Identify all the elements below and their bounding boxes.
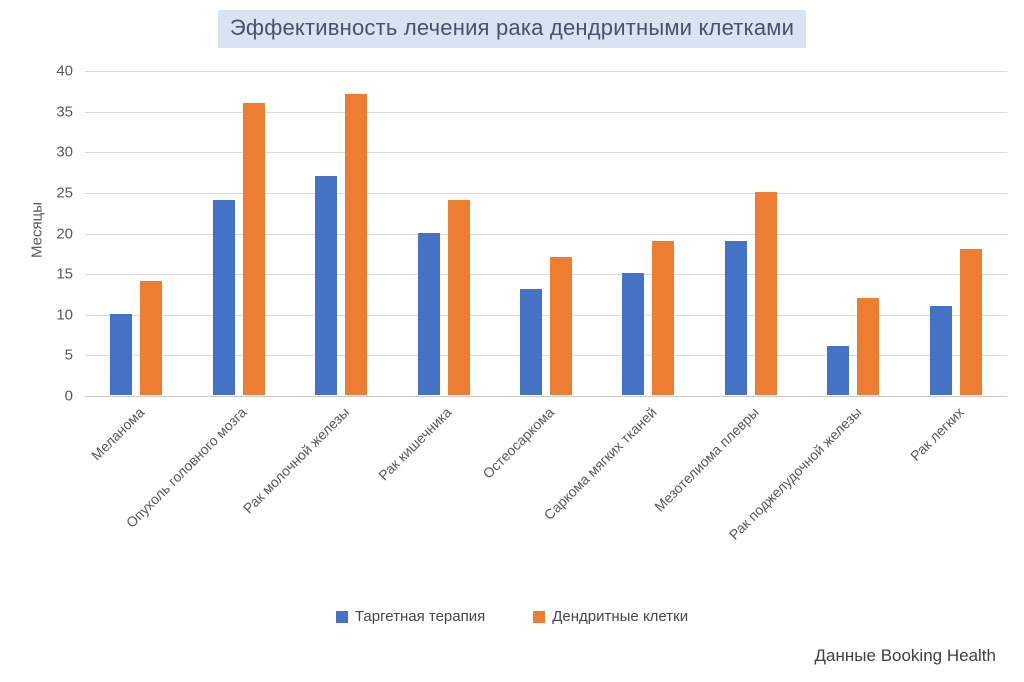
x-axis-line (85, 396, 1007, 397)
bar-series2-cat6 (652, 240, 675, 395)
bar-series1-cat8 (827, 346, 850, 395)
legend-label: Таргетная терапия (354, 608, 486, 625)
bar-series1-cat1 (110, 313, 133, 395)
bar-series2-cat8 (857, 297, 880, 395)
gridline (85, 111, 1007, 113)
bar-series2-cat5 (550, 256, 572, 395)
gridline (85, 192, 1007, 194)
plot-area (85, 71, 1007, 397)
y-tick-label-20: 20 (56, 225, 73, 242)
gridline (85, 152, 1007, 154)
legend-item-1: Таргетная терапия (335, 608, 486, 625)
legend: Таргетная терапия Дендритные клетки (0, 608, 1024, 625)
y-tick-label-10: 10 (56, 306, 73, 324)
bar-series2-cat7 (754, 191, 777, 395)
x-category-label-9: Рак легких (907, 404, 968, 464)
bar-series1-cat3 (315, 175, 338, 395)
bar-series1-cat4 (417, 232, 440, 395)
bar-series1-cat9 (929, 305, 952, 395)
data-source-note: Данные Booking Health (814, 646, 996, 665)
y-tick-label-5: 5 (64, 346, 73, 364)
x-category-label-7: Мезотелиома плевры (651, 404, 763, 515)
x-category-label-4: Рак кишечника (375, 404, 455, 484)
x-category-label-1: Меланома (88, 404, 148, 464)
bar-series1-cat6 (622, 273, 645, 395)
bar-series2-cat4 (447, 200, 470, 395)
legend-swatch-icon (533, 610, 546, 623)
x-category-label-5: Остеосаркома (479, 404, 558, 482)
legend-item-2: Дендритные клетки (533, 608, 688, 625)
chart-title-row: Эффективность лечения рака дендритными к… (0, 10, 1024, 48)
legend-swatch-icon (335, 610, 348, 623)
bar-series2-cat3 (345, 94, 368, 395)
gridline (85, 314, 1007, 316)
gridline (85, 233, 1007, 235)
y-tick-label-0: 0 (64, 387, 73, 405)
gridline (85, 355, 1007, 357)
bar-series1-cat2 (212, 200, 235, 395)
x-category-label-2: Опухоль головного мозга (123, 404, 250, 531)
bar-series2-cat2 (242, 102, 265, 395)
chart-title: Эффективность лечения рака дендритными к… (217, 10, 807, 48)
bar-series2-cat1 (140, 281, 163, 395)
x-category-label-6: Саркома мягких тканей (540, 404, 660, 524)
y-tick-label-15: 15 (56, 265, 73, 283)
bar-series2-cat9 (959, 248, 982, 395)
legend-label: Дендритные клетки (552, 608, 689, 625)
y-tick-label-35: 35 (56, 103, 73, 121)
x-category-label-3: Рак молочной железы (240, 404, 353, 517)
y-tick-label-30: 30 (56, 143, 73, 161)
y-tick-label-25: 25 (56, 184, 73, 202)
bar-series1-cat5 (520, 289, 542, 395)
gridline (85, 71, 1007, 72)
gridline (85, 274, 1007, 276)
bar-series1-cat7 (724, 240, 747, 395)
y-tick-label-40: 40 (56, 62, 73, 80)
